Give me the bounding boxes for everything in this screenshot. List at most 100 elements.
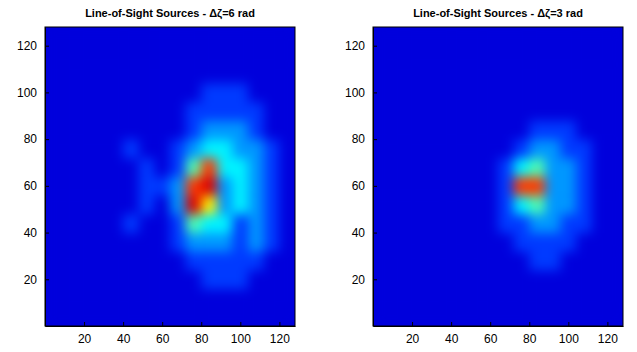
cell: [545, 270, 561, 289]
cell: [123, 214, 139, 233]
cell: [467, 46, 483, 65]
cell: [514, 289, 530, 308]
cell: [545, 233, 561, 252]
cell: [529, 139, 545, 158]
cell: [154, 46, 170, 65]
cell: [264, 289, 280, 308]
cell: [264, 233, 280, 252]
y-tick: 20: [352, 273, 377, 287]
x-tick-mark: [84, 322, 85, 326]
cells: [373, 27, 623, 326]
cell: [92, 195, 108, 214]
cell: [607, 251, 623, 270]
cell: [92, 120, 108, 139]
cell: [123, 289, 139, 308]
cell: [233, 139, 249, 158]
cell: [529, 251, 545, 270]
cell: [389, 214, 405, 233]
cell: [217, 64, 233, 83]
cell: [576, 139, 592, 158]
cell: [389, 195, 405, 214]
cell: [404, 64, 420, 83]
cell: [545, 177, 561, 196]
cell: [233, 214, 249, 233]
cell: [45, 64, 61, 83]
y-tick-mark: [45, 186, 49, 187]
cell: [76, 158, 92, 177]
y-tick: 120: [17, 39, 49, 53]
cell: [186, 289, 202, 308]
cell: [45, 46, 61, 65]
y-axis-line: [45, 28, 46, 327]
cell: [420, 177, 436, 196]
cell: [61, 139, 77, 158]
cell: [592, 83, 608, 102]
cell: [404, 233, 420, 252]
cell: [279, 251, 295, 270]
cell: [545, 307, 561, 326]
cell: [108, 64, 124, 83]
title: Line-of-Sight Sources - Δζ=3 rad: [413, 7, 583, 20]
cell: [108, 214, 124, 233]
y-tick: 80: [24, 132, 49, 146]
cell: [201, 120, 217, 139]
cell: [576, 307, 592, 326]
cell: [592, 102, 608, 121]
cell: [154, 307, 170, 326]
cell: [139, 307, 155, 326]
cell: [76, 102, 92, 121]
cell: [482, 158, 498, 177]
cell: [451, 195, 467, 214]
cell: [592, 139, 608, 158]
cell: [139, 214, 155, 233]
cell: [404, 27, 420, 46]
cell: [248, 233, 264, 252]
frame: [45, 27, 295, 326]
cell: [498, 233, 514, 252]
cell: [186, 83, 202, 102]
cell: [607, 139, 623, 158]
y-tick-mark: [45, 46, 49, 47]
cell: [373, 177, 389, 196]
cell: [201, 251, 217, 270]
cell: [264, 195, 280, 214]
cell: [514, 233, 530, 252]
cell: [139, 27, 155, 46]
cell: [436, 83, 452, 102]
cell: [404, 289, 420, 308]
cell: [545, 158, 561, 177]
x-tick: 40: [117, 322, 131, 346]
cell: [154, 158, 170, 177]
cells: [45, 27, 295, 326]
cell: [420, 289, 436, 308]
cell: [451, 102, 467, 121]
cell: [576, 102, 592, 121]
cell: [592, 289, 608, 308]
y-axis-line: [373, 28, 374, 327]
cell: [529, 27, 545, 46]
cell: [561, 139, 577, 158]
cell: [154, 233, 170, 252]
cell: [373, 120, 389, 139]
cell: [170, 214, 186, 233]
cell: [373, 139, 389, 158]
cell: [404, 139, 420, 158]
cell: [451, 289, 467, 308]
cell: [76, 195, 92, 214]
cell: [373, 195, 389, 214]
cell: [451, 83, 467, 102]
cell: [186, 251, 202, 270]
cell: [607, 177, 623, 196]
cell: [108, 139, 124, 158]
y-tick-label: 100: [345, 86, 365, 100]
cell: [420, 120, 436, 139]
cell: [186, 139, 202, 158]
cell: [561, 102, 577, 121]
cell: [217, 233, 233, 252]
cell: [514, 270, 530, 289]
cell: [420, 27, 436, 46]
cell: [576, 27, 592, 46]
cell: [248, 46, 264, 65]
cell: [498, 270, 514, 289]
x-tick-mark: [240, 322, 241, 326]
